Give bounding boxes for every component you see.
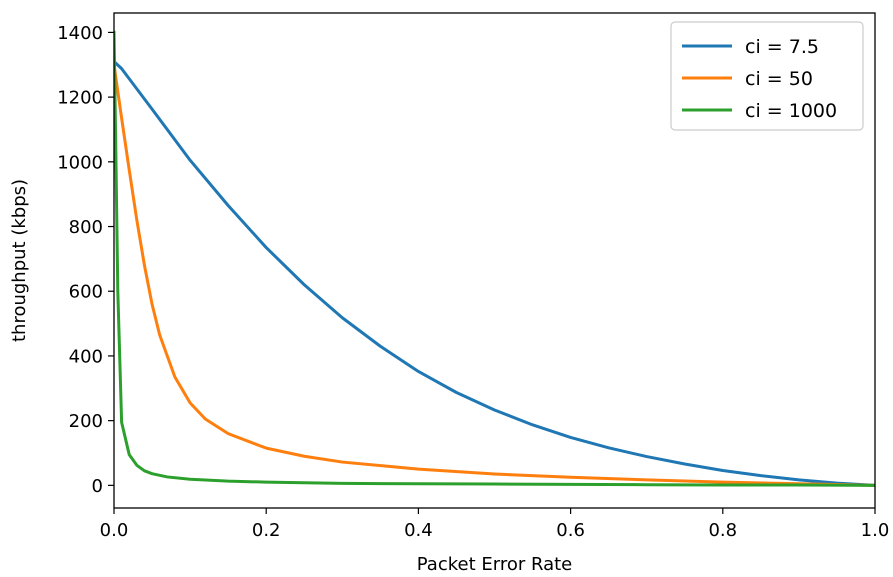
plot-lines [114, 30, 875, 487]
x-tick-label: 0.6 [556, 520, 585, 541]
y-tick-label: 600 [69, 282, 103, 303]
x-axis: 0.0 0.2 0.4 0.6 0.8 1.0 [100, 508, 890, 541]
y-tick-label: 800 [69, 217, 103, 238]
y-tick-label: 400 [69, 346, 103, 367]
legend-label-1: ci = 7.5 [745, 36, 819, 58]
legend-label-3: ci = 1000 [745, 100, 837, 122]
series-line-2 [114, 63, 875, 487]
x-tick-label: 0.4 [404, 520, 433, 541]
x-tick-label: 1.0 [861, 520, 890, 541]
legend: ci = 7.5 ci = 50 ci = 1000 [670, 21, 864, 131]
x-tick-label: 0.0 [100, 520, 129, 541]
y-tick-label: 1200 [57, 88, 103, 109]
y-axis-title: throughput (kbps) [9, 179, 30, 342]
y-tick-label: 200 [69, 411, 103, 432]
legend-label-2: ci = 50 [745, 68, 813, 90]
y-tick-label: 1000 [57, 152, 103, 173]
series-line-3 [114, 30, 875, 487]
x-axis-title: Packet Error Rate [417, 554, 572, 573]
y-axis: 0 200 400 600 800 1000 1200 1400 [57, 23, 114, 497]
series-line-1 [114, 59, 875, 487]
y-tick-label: 0 [92, 476, 103, 497]
x-tick-label: 0.8 [708, 520, 737, 541]
legend-box [670, 21, 864, 131]
y-tick-label: 1400 [57, 23, 103, 44]
plot-frame [113, 12, 876, 509]
x-tick-label: 0.2 [252, 520, 281, 541]
